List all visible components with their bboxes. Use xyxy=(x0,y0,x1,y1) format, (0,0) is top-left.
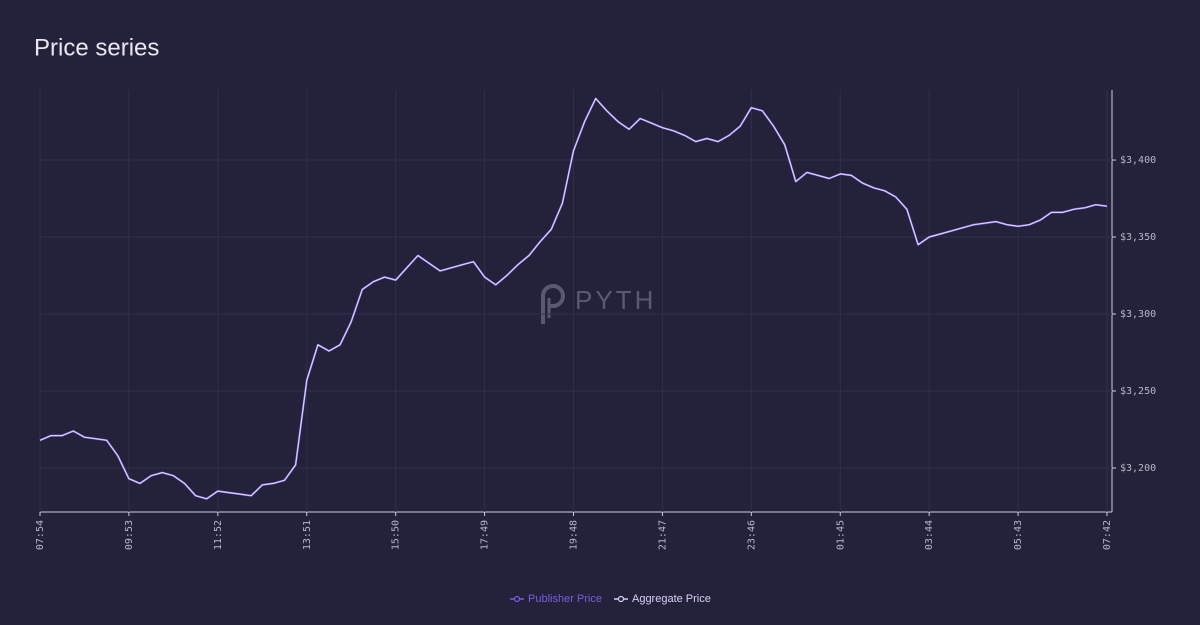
x-tick-label: 03:44 xyxy=(924,520,935,550)
x-tick-label: 07:54 xyxy=(35,520,46,550)
legend-icon xyxy=(513,595,521,603)
x-tick-label: 19:48 xyxy=(569,520,580,550)
x-tick-label: 23:46 xyxy=(746,520,757,550)
watermark-text: PYTH xyxy=(575,285,656,315)
watermark: PYTH xyxy=(541,284,656,324)
y-tick-label: $3,350 xyxy=(1120,232,1156,243)
x-tick-label: 21:47 xyxy=(657,520,668,550)
x-tick-label: 17:49 xyxy=(480,520,491,550)
x-tick-label: 09:53 xyxy=(124,520,135,550)
y-tick-label: $3,250 xyxy=(1120,386,1156,397)
watermark-logo xyxy=(541,284,565,324)
legend-label: Publisher Price xyxy=(528,593,602,605)
x-tick-label: 01:45 xyxy=(835,520,846,550)
y-tick-label: $3,200 xyxy=(1120,463,1156,474)
price-line xyxy=(39,97,1108,500)
x-tick-label: 07:42 xyxy=(1102,520,1113,550)
x-tick-label: 05:43 xyxy=(1013,520,1024,550)
legend-label: Aggregate Price xyxy=(632,593,711,605)
y-tick-label: $3,400 xyxy=(1120,155,1156,166)
y-tick-label: $3,300 xyxy=(1120,309,1156,320)
legend-icon xyxy=(617,595,625,603)
x-tick-label: 13:51 xyxy=(302,520,313,550)
chart-title: Price series xyxy=(34,34,159,61)
x-tick-label: 11:52 xyxy=(213,520,224,550)
x-tick-label: 15:50 xyxy=(391,520,402,550)
